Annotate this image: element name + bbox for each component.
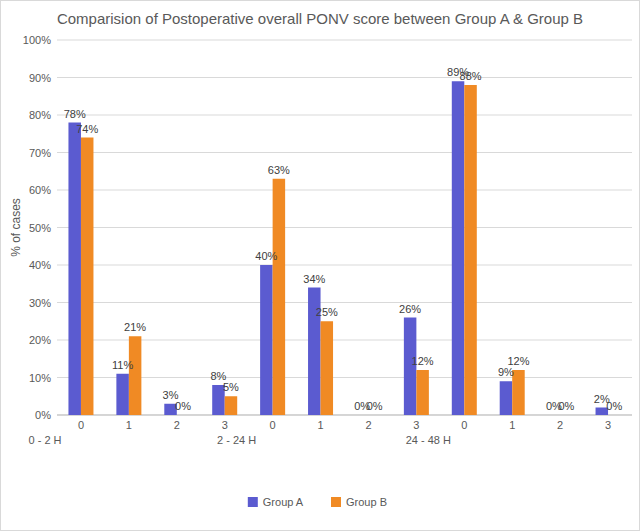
y-tick-label: 10% [29,372,51,384]
x-tick-label: 0 [461,419,467,431]
grid-line [57,340,632,341]
data-label: 0% [367,400,383,412]
bar [81,138,94,416]
data-label: 5% [223,381,239,393]
data-label: 63% [268,164,290,176]
data-label: 9% [498,366,514,378]
chart-frame [1,1,640,531]
legend-label: Group A [263,496,304,508]
x-tick-label: 3 [605,419,611,431]
y-tick-label: 40% [29,259,51,271]
data-labels: 78%11%3%8%40%34%0%26%89%9%0%2%74%21%0%5%… [64,66,623,412]
grid-line [57,302,632,303]
data-label: 11% [112,359,133,371]
grid-line [57,152,632,153]
x-tick-label: 3 [222,419,228,431]
x-tick-label: 2 [557,419,563,431]
y-tick-label: 0% [35,409,51,421]
bar [321,321,334,415]
bar [560,415,573,416]
bar [416,370,429,415]
data-label: 0% [606,400,622,412]
y-tick-label: 90% [29,72,51,84]
title: Comparision of Postoperative overall PON… [57,10,583,27]
x-group-label: 24 - 48 H [406,434,451,446]
legend: Group A Group B [248,496,387,508]
x-tick-label: 2 [365,419,371,431]
bar [368,415,381,416]
x-tick-label: 1 [317,419,323,431]
legend-label: Group B [346,496,387,508]
x-tick-label: 0 [270,419,276,431]
bar [500,381,513,415]
x-tick-label: 3 [413,419,419,431]
legend-swatch [248,497,258,507]
grid-line [57,377,632,378]
bar [177,415,190,416]
data-label: 21% [124,321,146,333]
bar [116,374,129,415]
bar [452,81,465,415]
x-axis-line [57,415,632,416]
data-label: 0% [558,400,574,412]
grid-line [57,115,632,116]
data-label: 12% [507,355,529,367]
grid-line [57,77,632,78]
data-label: 34% [303,273,325,285]
data-label: 25% [316,306,338,318]
data-label: 88% [460,70,482,82]
x-tick-label: 0 [78,419,84,431]
data-label: 8% [211,370,227,382]
data-label: 74% [76,123,98,135]
data-label: 3% [163,389,179,401]
grid-line [57,40,632,41]
data-label: 78% [64,108,86,120]
y-tick-label: 100% [23,34,51,46]
bar [129,336,142,415]
y-tick-label: 30% [29,297,51,309]
bar [356,415,369,416]
data-label: 26% [399,303,421,315]
x-tick-label: 1 [509,419,515,431]
bar [608,415,621,416]
bar [273,179,286,415]
data-label: 0% [175,400,191,412]
bar [260,265,273,415]
y-tick-label: 20% [29,334,51,346]
x-group-label: 2 - 24 H [217,434,256,446]
bar [68,123,81,416]
grid-line [57,190,632,191]
y-axis-label: % of cases [9,198,23,257]
bar [548,415,561,416]
data-label: 40% [255,250,277,262]
legend-swatch [331,497,341,507]
y-tick-label: 80% [29,109,51,121]
grid-line [57,415,632,416]
bar [225,396,238,415]
x-tick-label: 2 [174,419,180,431]
bar [464,85,477,415]
data-label: 12% [412,355,434,367]
y-tick-label: 70% [29,147,51,159]
chart: Comparision of Postoperative overall PON… [0,0,640,531]
grid-line [57,227,632,228]
x-group-label: 0 - 2 H [28,434,61,446]
x-tick-label: 1 [126,419,132,431]
bar [512,370,525,415]
grid-line [57,265,632,266]
bars [68,81,608,415]
y-tick-label: 60% [29,184,51,196]
y-tick-label: 50% [29,222,51,234]
